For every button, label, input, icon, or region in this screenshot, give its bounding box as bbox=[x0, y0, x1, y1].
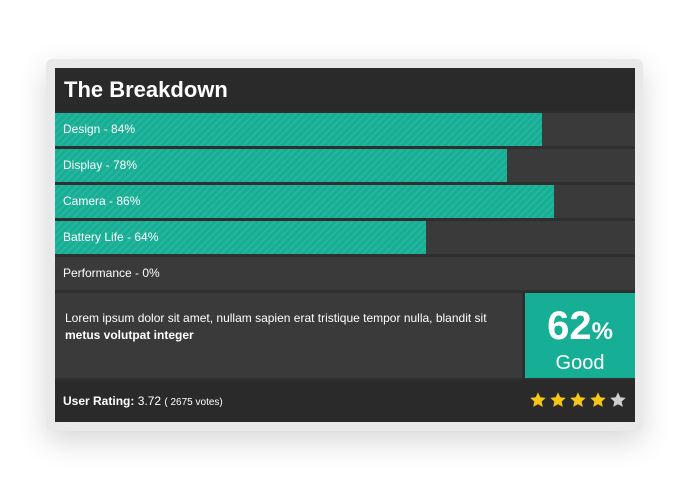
rating-bar-fill bbox=[55, 113, 543, 146]
rating-bar-label: Display - 78% bbox=[63, 158, 138, 172]
overall-score-box: 62% Good bbox=[525, 293, 635, 378]
rating-bar-fill bbox=[55, 221, 427, 254]
rating-bar-label: Performance - 0% bbox=[63, 266, 160, 280]
rating-bar-performance: Performance - 0% bbox=[55, 257, 635, 290]
rating-bar-battery-life: Battery Life - 64% bbox=[55, 221, 635, 254]
user-rating-bar: User Rating: 3.72 ( 2675 votes) bbox=[55, 380, 635, 422]
rating-bar-design: Design - 84% bbox=[55, 113, 635, 146]
rating-bar-fill bbox=[55, 149, 508, 182]
vote-count: ( 2675 votes) bbox=[164, 397, 223, 408]
rating-bar-label: Camera - 86% bbox=[63, 194, 141, 208]
review-summary: Lorem ipsum dolor sit amet, nullam sapie… bbox=[55, 293, 522, 378]
star-empty-icon[interactable] bbox=[609, 391, 627, 409]
star-filled-icon[interactable] bbox=[569, 391, 587, 409]
star-filled-icon[interactable] bbox=[529, 391, 547, 409]
overall-score: 62% bbox=[525, 303, 635, 355]
rating-bar-label: Battery Life - 64% bbox=[63, 230, 159, 244]
user-rating-label: User Rating: bbox=[63, 394, 135, 408]
score-value: 62 bbox=[547, 304, 592, 348]
review-breakdown-card: The Breakdown Design - 84% Display - 78%… bbox=[55, 68, 635, 422]
user-rating-value: 3.72 bbox=[137, 394, 162, 408]
rating-bar-fill bbox=[55, 185, 554, 218]
score-unit: % bbox=[591, 318, 613, 345]
user-rating-text: User Rating: 3.72 ( 2675 votes) bbox=[63, 380, 223, 424]
summary-bold-text: metus volutpat integer bbox=[65, 328, 194, 342]
star-rating[interactable] bbox=[529, 391, 627, 411]
breakdown-title: The Breakdown bbox=[55, 68, 635, 111]
rating-bar-camera: Camera - 86% bbox=[55, 185, 635, 218]
star-filled-icon[interactable] bbox=[549, 391, 567, 409]
review-summary-text: Lorem ipsum dolor sit amet, nullam sapie… bbox=[65, 310, 505, 344]
score-label: Good bbox=[555, 352, 605, 374]
rating-bar-label: Design - 84% bbox=[63, 122, 136, 136]
star-filled-icon[interactable] bbox=[589, 391, 607, 409]
rating-bar-display: Display - 78% bbox=[55, 149, 635, 182]
summary-text: Lorem ipsum dolor sit amet, nullam sapie… bbox=[65, 311, 487, 325]
